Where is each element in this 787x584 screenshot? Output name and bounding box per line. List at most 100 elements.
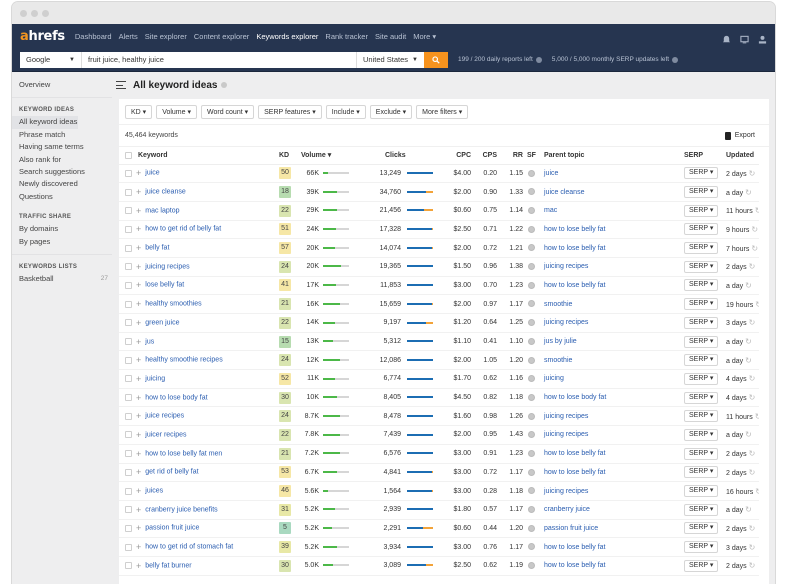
keyword-link[interactable]: juice [145, 169, 160, 177]
keyword-link[interactable]: green juice [145, 319, 180, 327]
bell-icon[interactable] [722, 31, 731, 44]
row-checkbox[interactable] [125, 300, 132, 308]
column-keyword[interactable]: Keyword [119, 147, 279, 165]
row-checkbox[interactable] [125, 487, 132, 495]
parent-topic-link[interactable]: juicing recipes [544, 431, 589, 439]
add-to-list-icon[interactable]: + [136, 336, 142, 347]
maximize-window-button[interactable] [42, 10, 49, 17]
serp-dropdown[interactable]: SERP ▾ [684, 354, 719, 367]
serp-dropdown[interactable]: SERP ▾ [684, 186, 719, 199]
parent-topic-link[interactable]: how to lose belly fat [544, 468, 606, 476]
search-engine-select[interactable]: Google ▼ [20, 51, 82, 68]
nav-more[interactable]: More ▾ [413, 31, 437, 41]
serp-features-icon[interactable] [528, 319, 535, 327]
sidebar-item-by-domains[interactable]: By domains [19, 224, 59, 234]
add-to-list-icon[interactable]: + [136, 205, 142, 216]
serp-features-icon[interactable] [528, 281, 535, 289]
nav-site-explorer[interactable]: Site explorer [144, 31, 187, 41]
serp-features-icon[interactable] [528, 543, 535, 551]
serp-features-icon[interactable] [528, 356, 535, 364]
keyword-link[interactable]: juicing [145, 375, 166, 383]
serp-features-icon[interactable] [528, 506, 535, 514]
refresh-icon[interactable]: ↻ [748, 467, 756, 477]
keyword-link[interactable]: healthy smoothies [145, 300, 202, 308]
serp-dropdown[interactable]: SERP ▾ [684, 485, 719, 498]
keyword-link[interactable]: how to get rid of belly fat [145, 225, 222, 233]
refresh-icon[interactable]: ↻ [748, 318, 756, 328]
keyword-link[interactable]: get rid of belly fat [145, 468, 199, 476]
parent-topic-link[interactable]: jus by julie [544, 338, 577, 346]
keyword-link[interactable]: juicer recipes [145, 431, 187, 439]
nav-site-audit[interactable]: Site audit [374, 31, 407, 41]
sidebar-item-basketball[interactable]: Basketball 27 [12, 273, 112, 285]
serp-dropdown[interactable]: SERP ▾ [684, 541, 719, 554]
refresh-icon[interactable]: ↻ [745, 337, 752, 347]
serp-dropdown[interactable]: SERP ▾ [684, 428, 719, 441]
serp-features-icon[interactable] [528, 188, 535, 196]
serp-features-icon[interactable] [528, 412, 535, 420]
parent-topic-link[interactable]: how to lose body fat [544, 394, 607, 402]
keyword-link[interactable]: belly fat burner [145, 562, 192, 570]
add-to-list-icon[interactable]: + [136, 411, 142, 422]
serp-dropdown[interactable]: SERP ▾ [684, 298, 719, 311]
row-checkbox[interactable] [125, 263, 132, 271]
refresh-icon[interactable]: ↻ [755, 487, 759, 496]
refresh-icon[interactable]: ↻ [748, 561, 756, 571]
add-to-list-icon[interactable]: + [136, 317, 142, 328]
row-checkbox[interactable] [125, 450, 132, 458]
serp-dropdown[interactable]: SERP ▾ [684, 447, 719, 460]
add-to-list-icon[interactable]: + [136, 280, 142, 291]
column-cpc[interactable]: CPC [437, 147, 471, 165]
parent-topic-link[interactable]: how to lose belly fat [544, 450, 606, 458]
keyword-link[interactable]: mac laptop [145, 207, 180, 215]
ahrefs-logo[interactable]: ahrefs [20, 29, 65, 44]
monitor-icon[interactable] [740, 31, 749, 44]
row-checkbox[interactable] [125, 562, 132, 570]
nav-dashboard[interactable]: Dashboard [74, 31, 112, 41]
refresh-icon[interactable]: ↻ [755, 206, 759, 215]
refresh-icon[interactable]: ↻ [745, 430, 752, 440]
minimize-window-button[interactable] [31, 10, 38, 17]
row-checkbox[interactable] [125, 543, 132, 551]
parent-topic-link[interactable]: passion fruit juice [544, 524, 599, 532]
add-to-list-icon[interactable]: + [136, 261, 142, 272]
column-clicks[interactable]: Clicks [367, 147, 437, 165]
filter-volume[interactable]: Volume ▾ [156, 104, 197, 119]
refresh-icon[interactable]: ↻ [748, 393, 756, 403]
column-rr[interactable]: RR [497, 147, 523, 165]
serp-dropdown[interactable]: SERP ▾ [684, 410, 719, 423]
parent-topic-link[interactable]: smoothie [544, 356, 573, 364]
add-to-list-icon[interactable]: + [136, 168, 142, 179]
add-to-list-icon[interactable]: + [136, 187, 142, 198]
column-updated[interactable]: Updated [726, 147, 759, 165]
sidebar-item-phrase-match[interactable]: Phrase match [19, 129, 66, 139]
keywords-input[interactable]: fruit juice, healthy juice [82, 51, 356, 68]
sidebar-item-also-rank-for[interactable]: Also rank for [19, 154, 62, 164]
serp-features-icon[interactable] [528, 300, 535, 308]
refresh-icon[interactable]: ↻ [748, 262, 756, 272]
serp-dropdown[interactable]: SERP ▾ [684, 260, 719, 273]
serp-features-icon[interactable] [528, 244, 535, 252]
add-to-list-icon[interactable]: + [136, 373, 142, 384]
column-sf[interactable]: SF [523, 147, 539, 165]
parent-topic-link[interactable]: juicing [544, 375, 564, 383]
refresh-icon[interactable]: ↻ [755, 300, 759, 309]
add-to-list-icon[interactable]: + [136, 504, 142, 515]
country-select[interactable]: United States ▼ [356, 51, 424, 68]
parent-topic-link[interactable]: how to lose belly fat [544, 225, 606, 233]
row-checkbox[interactable] [125, 338, 132, 346]
add-to-list-icon[interactable]: + [136, 448, 142, 459]
serp-dropdown[interactable]: SERP ▾ [684, 335, 719, 348]
serp-dropdown[interactable]: SERP ▾ [684, 279, 719, 292]
serp-features-icon[interactable] [528, 487, 535, 495]
keyword-link[interactable]: cranberry juice benefits [145, 506, 218, 514]
add-to-list-icon[interactable]: + [136, 486, 142, 497]
refresh-icon[interactable]: ↻ [748, 168, 756, 178]
row-checkbox[interactable] [125, 244, 132, 252]
filter-exclude[interactable]: Exclude ▾ [369, 104, 413, 119]
column-cps[interactable]: CPS [471, 147, 497, 165]
row-checkbox[interactable] [125, 412, 132, 420]
serp-features-icon[interactable] [528, 263, 535, 271]
serp-features-icon[interactable] [528, 393, 535, 401]
refresh-icon[interactable]: ↻ [745, 187, 752, 197]
